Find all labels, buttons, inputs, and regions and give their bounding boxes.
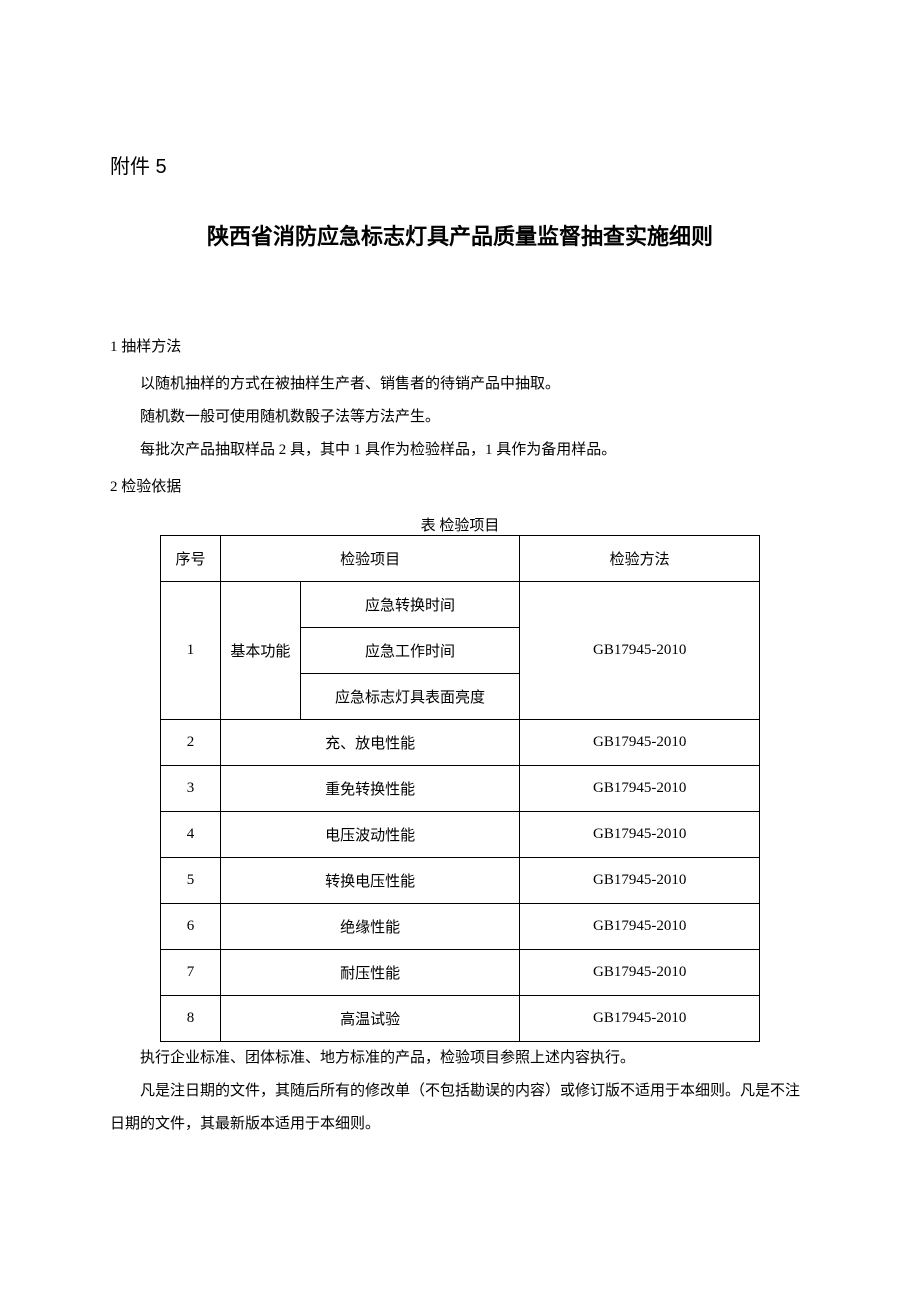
cell-seq: 4 bbox=[161, 812, 221, 858]
cell-seq: 2 bbox=[161, 720, 221, 766]
table-row: 2 充、放电性能 GB17945-2010 bbox=[161, 720, 760, 766]
header-item: 检验项目 bbox=[220, 536, 519, 582]
table-row: 7 耐压性能 GB17945-2010 bbox=[161, 950, 760, 996]
cell-item: 绝缘性能 bbox=[220, 904, 519, 950]
table-row: 1 基本功能 应急转换时间 GB17945-2010 bbox=[161, 582, 760, 628]
cell-item: 充、放电性能 bbox=[220, 720, 519, 766]
inspection-table: 序号 检验项目 检验方法 1 基本功能 应急转换时间 GB17945-2010 … bbox=[160, 535, 760, 1042]
table-row: 3 重免转换性能 GB17945-2010 bbox=[161, 766, 760, 812]
cell-method: GB17945-2010 bbox=[520, 950, 760, 996]
cell-seq: 5 bbox=[161, 858, 221, 904]
cell-item: 应急工作时间 bbox=[300, 628, 520, 674]
cell-seq: 3 bbox=[161, 766, 221, 812]
table-row: 4 电压波动性能 GB17945-2010 bbox=[161, 812, 760, 858]
section-1-para-2: 随机数一般可使用随机数骰子法等方法产生。 bbox=[110, 401, 810, 434]
section-2-heading: 2 检验依据 bbox=[110, 471, 810, 504]
cell-method: GB17945-2010 bbox=[520, 720, 760, 766]
section-1-heading: 1 抽样方法 bbox=[110, 331, 810, 364]
table-row: 8 高温试验 GB17945-2010 bbox=[161, 996, 760, 1042]
cell-method: GB17945-2010 bbox=[520, 996, 760, 1042]
cell-seq: 7 bbox=[161, 950, 221, 996]
header-method: 检验方法 bbox=[520, 536, 760, 582]
section-1-para-1: 以随机抽样的方式在被抽样生产者、销售者的待销产品中抽取。 bbox=[110, 368, 810, 401]
cell-item: 应急转换时间 bbox=[300, 582, 520, 628]
table-caption: 表 检验项目 bbox=[110, 514, 810, 535]
header-seq: 序号 bbox=[161, 536, 221, 582]
cell-method: GB17945-2010 bbox=[520, 812, 760, 858]
cell-method: GB17945-2010 bbox=[520, 904, 760, 950]
cell-method: GB17945-2010 bbox=[520, 766, 760, 812]
cell-subcategory: 基本功能 bbox=[220, 582, 300, 720]
cell-item: 耐压性能 bbox=[220, 950, 519, 996]
cell-method: GB17945-2010 bbox=[520, 582, 760, 720]
cell-seq: 1 bbox=[161, 582, 221, 720]
cell-seq: 6 bbox=[161, 904, 221, 950]
cell-seq: 8 bbox=[161, 996, 221, 1042]
attachment-label: 附件 5 bbox=[110, 150, 810, 179]
document-title: 陕西省消防应急标志灯具产品质量监督抽查实施细则 bbox=[110, 219, 810, 251]
cell-item: 应急标志灯具表面亮度 bbox=[300, 674, 520, 720]
cell-item: 电压波动性能 bbox=[220, 812, 519, 858]
section-2-para-1: 执行企业标准、团体标准、地方标准的产品，检验项目参照上述内容执行。 bbox=[110, 1042, 810, 1075]
section-2-para-2: 凡是注日期的文件，其随后所有的修改单（不包括勘误的内容）或修订版不适用于本细则。… bbox=[110, 1075, 810, 1141]
cell-item: 转换电压性能 bbox=[220, 858, 519, 904]
section-1-para-3: 每批次产品抽取样品 2 具，其中 1 具作为检验样品，1 具作为备用样品。 bbox=[110, 434, 810, 467]
cell-item: 高温试验 bbox=[220, 996, 519, 1042]
table-row: 6 绝缘性能 GB17945-2010 bbox=[161, 904, 760, 950]
table-header-row: 序号 检验项目 检验方法 bbox=[161, 536, 760, 582]
cell-method: GB17945-2010 bbox=[520, 858, 760, 904]
table-row: 5 转换电压性能 GB17945-2010 bbox=[161, 858, 760, 904]
cell-item: 重免转换性能 bbox=[220, 766, 519, 812]
